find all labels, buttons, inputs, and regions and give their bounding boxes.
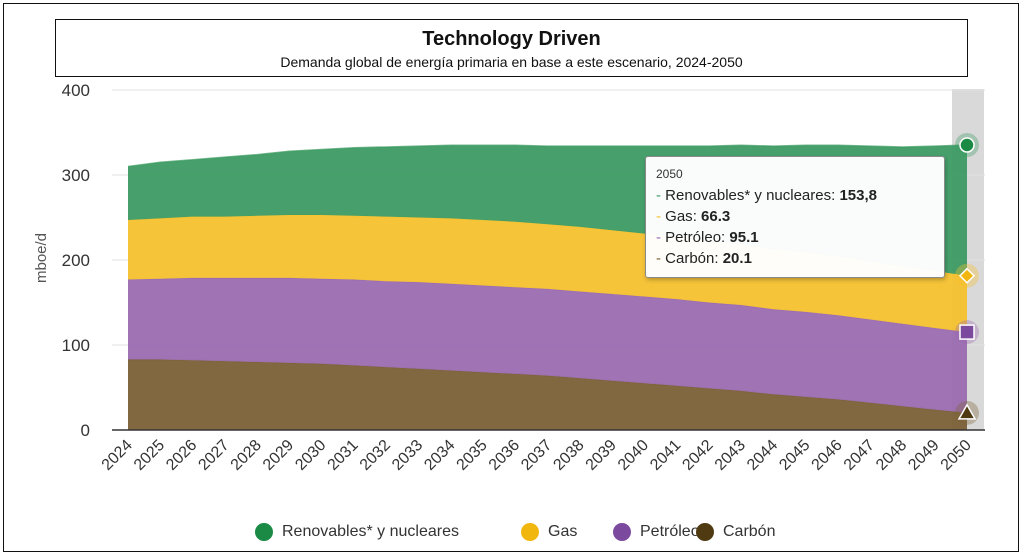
point-marker-diamond[interactable] bbox=[958, 267, 976, 284]
x-tick-label: 2039 bbox=[583, 437, 620, 474]
x-tick-label: 2035 bbox=[454, 437, 491, 474]
x-tick-label: 2037 bbox=[518, 437, 555, 474]
tooltip-row: - Carbón: 20.1 bbox=[656, 250, 752, 267]
x-tick-label: 2043 bbox=[712, 437, 749, 474]
tooltip-dash: - bbox=[656, 187, 666, 204]
legend-item[interactable]: Petróleo bbox=[613, 520, 700, 544]
tooltip-row: - Renovables* y nucleares: 153,8 bbox=[656, 187, 877, 204]
x-tick-label: 2030 bbox=[292, 437, 329, 474]
y-tick-label: 300 bbox=[62, 166, 90, 185]
x-tick-label: 2026 bbox=[163, 437, 200, 474]
point-marker-square[interactable] bbox=[959, 324, 975, 340]
tooltip: 2050 - Renovables* y nucleares: 153,8- G… bbox=[645, 156, 945, 278]
legend-label: Renovables* y nucleares bbox=[282, 523, 459, 540]
x-tick-label: 2031 bbox=[325, 437, 362, 474]
x-tick-label: 2042 bbox=[679, 437, 716, 474]
legend-item[interactable]: Renovables* y nucleares bbox=[255, 520, 459, 544]
x-tick-label: 2025 bbox=[131, 437, 168, 474]
area-carb-n[interactable] bbox=[128, 359, 967, 430]
tooltip-series-name: Carbón bbox=[665, 250, 715, 267]
legend-swatch bbox=[696, 523, 714, 541]
y-tick-label: 400 bbox=[62, 81, 90, 100]
legend-swatch bbox=[521, 523, 539, 541]
x-tick-label: 2045 bbox=[776, 437, 813, 474]
x-tick-label: 2041 bbox=[647, 437, 684, 474]
tooltip-value: 20.1 bbox=[722, 250, 752, 267]
tooltip-dash: - bbox=[656, 229, 666, 246]
tooltip-header: 2050 bbox=[656, 167, 683, 181]
legend-swatch bbox=[255, 523, 273, 541]
tooltip-row: - Petróleo: 95.1 bbox=[656, 229, 759, 246]
x-tick-label: 2040 bbox=[615, 437, 652, 474]
tooltip-dash: - bbox=[656, 250, 666, 267]
point-marker-triangle[interactable] bbox=[957, 403, 977, 420]
legend-item[interactable]: Gas bbox=[521, 520, 577, 544]
legend: Renovables* y nucleares Gas Petróleo Carbón bbox=[0, 520, 1024, 544]
x-tick-label: 2038 bbox=[550, 437, 587, 474]
x-tick-label: 2048 bbox=[873, 437, 910, 474]
x-tick-label: 2034 bbox=[421, 437, 458, 474]
chart-subtitle: Demanda global de energía primaria en ba… bbox=[280, 54, 743, 70]
tooltip-value: 95.1 bbox=[729, 229, 759, 246]
tooltip-series-name: Petróleo bbox=[665, 229, 722, 246]
x-tick-label: 2047 bbox=[841, 437, 878, 474]
point-marker-circle[interactable] bbox=[959, 137, 975, 153]
tooltip-row: - Gas: 66.3 bbox=[656, 208, 731, 225]
x-tick-label: 2050 bbox=[938, 437, 975, 474]
tooltip-dash: - bbox=[656, 208, 666, 225]
y-tick-label: 0 bbox=[81, 421, 90, 440]
legend-label: Carbón bbox=[723, 523, 776, 540]
x-tick-label: 2032 bbox=[357, 437, 394, 474]
x-tick-label: 2046 bbox=[809, 437, 846, 474]
area-gas[interactable] bbox=[128, 214, 967, 333]
legend-label: Gas bbox=[548, 523, 578, 540]
x-tick-label: 2024 bbox=[99, 437, 136, 474]
tooltip-value: 66.3 bbox=[701, 208, 731, 225]
chart-title: Technology Driven bbox=[422, 28, 601, 50]
series-line bbox=[127, 144, 968, 168]
highlight-markers bbox=[955, 132, 979, 425]
x-tick-label: 2036 bbox=[486, 437, 523, 474]
tooltip-value: 153,8 bbox=[839, 187, 877, 204]
x-tick-label: 2028 bbox=[228, 437, 265, 474]
x-tick-label: 2029 bbox=[260, 437, 297, 474]
tooltip-series-name: Gas bbox=[665, 208, 693, 225]
legend-swatch bbox=[613, 523, 631, 541]
y-tick-label: 200 bbox=[62, 251, 90, 270]
y-axis-label: mboe/d bbox=[33, 233, 50, 283]
x-tick-label: 2033 bbox=[389, 437, 426, 474]
tooltip-series-name: Renovables* y nucleares bbox=[665, 187, 832, 204]
x-tick-label: 2027 bbox=[195, 437, 232, 474]
area-petr-leo[interactable] bbox=[128, 277, 967, 413]
x-tick-label: 2044 bbox=[744, 437, 781, 474]
legend-item[interactable]: Carbón bbox=[696, 520, 775, 544]
y-tick-label: 100 bbox=[62, 336, 90, 355]
legend-label: Petróleo bbox=[640, 523, 700, 540]
x-tick-label: 2049 bbox=[905, 437, 942, 474]
title-box: Technology Driven Demanda global de ener… bbox=[55, 19, 968, 77]
